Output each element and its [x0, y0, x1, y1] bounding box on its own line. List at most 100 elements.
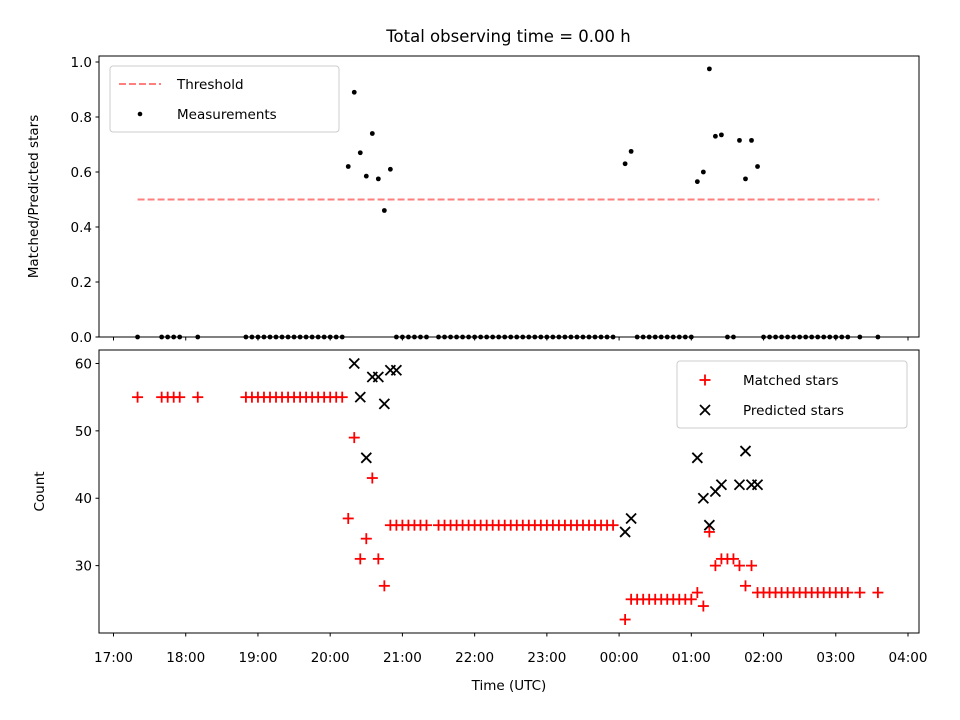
predicted-star-point	[348, 357, 360, 370]
matched-star-point	[607, 519, 619, 531]
measurement-point	[381, 208, 387, 213]
legend-predicted-swatch	[699, 404, 711, 416]
ratio-y-tick-label: 0.4	[71, 220, 92, 236]
ratio-legend-frame	[109, 65, 340, 133]
count-panel-frame	[98, 349, 920, 634]
matched-star-point	[691, 587, 703, 599]
x-tick-label: 23:00	[527, 650, 566, 666]
measurement-point	[345, 164, 351, 169]
x-axis-label: Time (UTC)	[471, 678, 547, 694]
legend-matched-label: Matched stars	[743, 373, 839, 389]
legend-predicted-label: Predicted stars	[743, 403, 844, 419]
ratio-legend: Threshold Measurements	[109, 65, 340, 133]
matched-star-point	[372, 553, 384, 565]
matched-star-point	[192, 391, 204, 403]
matched-star-point	[348, 432, 360, 444]
x-tick-label: 22:00	[455, 650, 494, 666]
legend-matched-swatch	[699, 374, 711, 386]
x-tick-label: 03:00	[816, 650, 855, 666]
matched-star-point	[733, 560, 745, 572]
measurement-point	[719, 132, 724, 138]
matched-star-point	[697, 600, 709, 612]
predicted-star-point	[378, 398, 390, 410]
matched-star-point	[420, 519, 432, 531]
measurement-point	[700, 169, 706, 175]
ratio-y-axis: 0.0 0.2 0.4 0.6 0.8 1.0	[71, 55, 99, 346]
matched-star-point	[727, 553, 739, 565]
matched-star-point	[746, 560, 758, 572]
matched-star-point	[854, 587, 866, 599]
measurement-point	[369, 131, 375, 136]
x-tick-label: 00:00	[600, 650, 639, 666]
predicted-star-point	[372, 371, 384, 383]
measurement-point	[387, 166, 393, 172]
matched-star-point	[336, 391, 348, 403]
matched-star-point	[619, 614, 631, 626]
matched-star-point	[685, 593, 697, 605]
predicted-star-point	[739, 445, 752, 457]
predicted-star-point	[697, 492, 709, 504]
ratio-y-tick-label: 0.8	[71, 110, 92, 126]
ratio-y-tick-label: 1.0	[71, 55, 92, 71]
count-panel: 30 40 50 60 17:00 18:00 19:00 20:00 21:00 22:00 2…	[32, 349, 927, 694]
x-tick-label: 18:00	[166, 650, 205, 666]
measurement-point	[363, 173, 369, 179]
matched-star-point	[360, 533, 372, 545]
figure-title: Total observing time = 0.00 h	[385, 27, 630, 46]
count-marks	[132, 357, 884, 626]
measurement-point	[712, 133, 718, 139]
ratio-y-label: Matched/Predicted stars	[26, 115, 42, 278]
matched-star-point	[739, 580, 751, 592]
measurement-point	[628, 148, 634, 154]
matched-star-point	[703, 526, 715, 538]
matched-star-point	[709, 560, 721, 572]
predicted-star-point	[703, 519, 716, 531]
predicted-star-point	[354, 391, 366, 403]
measurement-point	[737, 137, 742, 143]
legend-measurements-swatch	[137, 111, 143, 117]
predicted-star-point	[619, 526, 631, 538]
count-y-tick-label: 40	[75, 491, 92, 507]
predicted-star-point	[751, 479, 764, 491]
matched-star-point	[354, 553, 366, 565]
count-y-axis: 30 40 50 60	[75, 356, 99, 575]
x-tick-label: 17:00	[94, 650, 133, 666]
matched-star-point	[378, 580, 390, 592]
matched-star-point	[872, 587, 884, 599]
count-legend-frame	[676, 360, 908, 429]
count-y-tick-label: 60	[75, 356, 92, 372]
legend-threshold-label: Threshold	[176, 77, 244, 93]
ratio-y-tick-label: 0.6	[71, 165, 92, 181]
x-tick-label: 21:00	[383, 650, 422, 666]
predicted-star-point	[715, 479, 728, 491]
count-legend: Matched stars Predicted stars	[676, 360, 908, 429]
measurement-point	[755, 164, 760, 169]
count-y-label: Count	[32, 471, 48, 511]
ratio-x-ticks	[113, 337, 909, 341]
measurement-point	[351, 89, 357, 95]
matched-star-point	[132, 391, 144, 403]
count-x-axis: 17:00 18:00 19:00 20:00 21:00 22:00 23:00 00:00…	[94, 633, 927, 666]
predicted-star-point	[360, 452, 372, 464]
measurement-point	[622, 161, 628, 167]
measurement-point	[357, 150, 363, 156]
x-tick-label: 02:00	[744, 650, 783, 666]
measurement-point	[749, 137, 754, 143]
ratio-y-tick-label: 0.0	[71, 330, 92, 346]
x-tick-label: 04:00	[889, 650, 928, 666]
count-y-tick-label: 50	[75, 424, 92, 440]
measurement-point	[694, 179, 700, 185]
ratio-panel-frame	[98, 55, 920, 338]
predicted-star-point	[625, 512, 637, 525]
ratio-marks	[135, 66, 881, 340]
x-tick-label: 20:00	[311, 650, 350, 666]
matched-star-point	[366, 472, 378, 484]
matched-star-point	[174, 391, 186, 403]
measurement-point	[706, 66, 712, 72]
predicted-star-point	[691, 452, 703, 464]
x-tick-label: 19:00	[239, 650, 278, 666]
measurement-point	[743, 176, 748, 182]
predicted-star-point	[390, 364, 403, 376]
matched-star-point	[842, 587, 854, 599]
